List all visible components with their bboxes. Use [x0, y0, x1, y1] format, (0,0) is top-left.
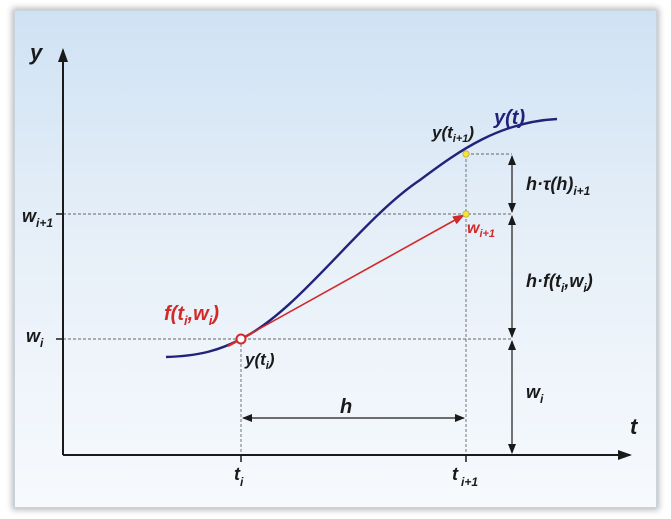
point-y-ti	[235, 333, 247, 345]
tick-label-ti1: t i+1	[452, 464, 478, 489]
t-axis-label: t	[630, 414, 639, 439]
label-tau: h·τ(h)i+1	[526, 174, 591, 198]
h-label: h	[340, 396, 352, 418]
tick-label-wi1: wi+1	[22, 206, 53, 230]
slope-label: f(ti,wi)	[164, 303, 219, 328]
point-wi1	[462, 210, 470, 218]
label-w: wi	[526, 382, 544, 406]
point-y-ti1	[462, 150, 470, 158]
curve-label: y(t)	[493, 107, 525, 129]
label-wi1: wi+1	[467, 220, 495, 240]
label-f: h·f(ti,wi)	[526, 271, 593, 295]
y-axis-label: y	[29, 40, 44, 65]
solution-curve	[165, 117, 558, 359]
tick-label-ti: ti	[234, 464, 244, 489]
tick-label-wi: wi	[26, 326, 44, 350]
guide-lines	[63, 153, 512, 455]
label-y-ti1: y(ti+1)	[431, 123, 474, 145]
euler-step-arrow	[240, 214, 465, 340]
label-y-ti: y(ti)	[244, 350, 275, 372]
